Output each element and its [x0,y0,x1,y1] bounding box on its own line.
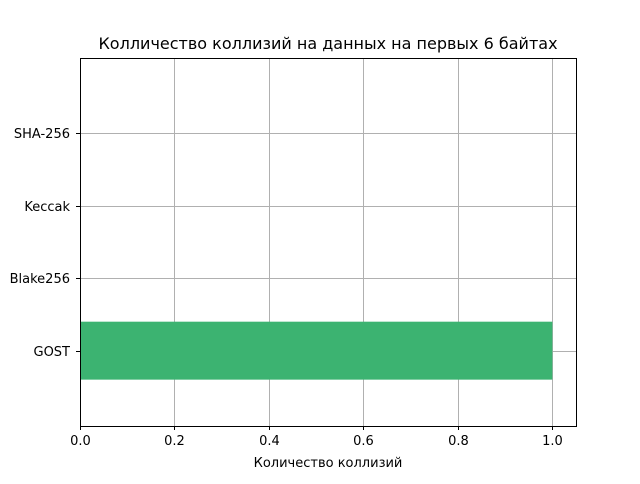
y-tick-label: GOST [34,345,71,360]
x-tick-label: 0.4 [259,434,280,449]
y-tick-label: Keccak [24,200,70,215]
bar-gost [80,321,553,380]
x-tick-label: 0.8 [448,434,469,449]
x-tick-label: 0.2 [164,434,185,449]
y-tick-label: Blake256 [10,272,70,287]
x-axis-label: Количество коллизий [254,456,403,471]
y-axis-ticks: GOST Blake256 Keccak SHA-256 [10,127,80,360]
chart-title: Колличество коллизий на данных на первых… [98,34,557,53]
y-tick-label: SHA-256 [14,127,70,142]
plot-frame [80,58,577,427]
x-tick-label: 0.6 [353,434,374,449]
x-axis-ticks: 0.0 0.2 0.4 0.6 0.8 1.0 [70,426,563,449]
bars [80,321,553,380]
x-tick-label: 1.0 [542,434,563,449]
x-tick-label: 0.0 [70,434,91,449]
